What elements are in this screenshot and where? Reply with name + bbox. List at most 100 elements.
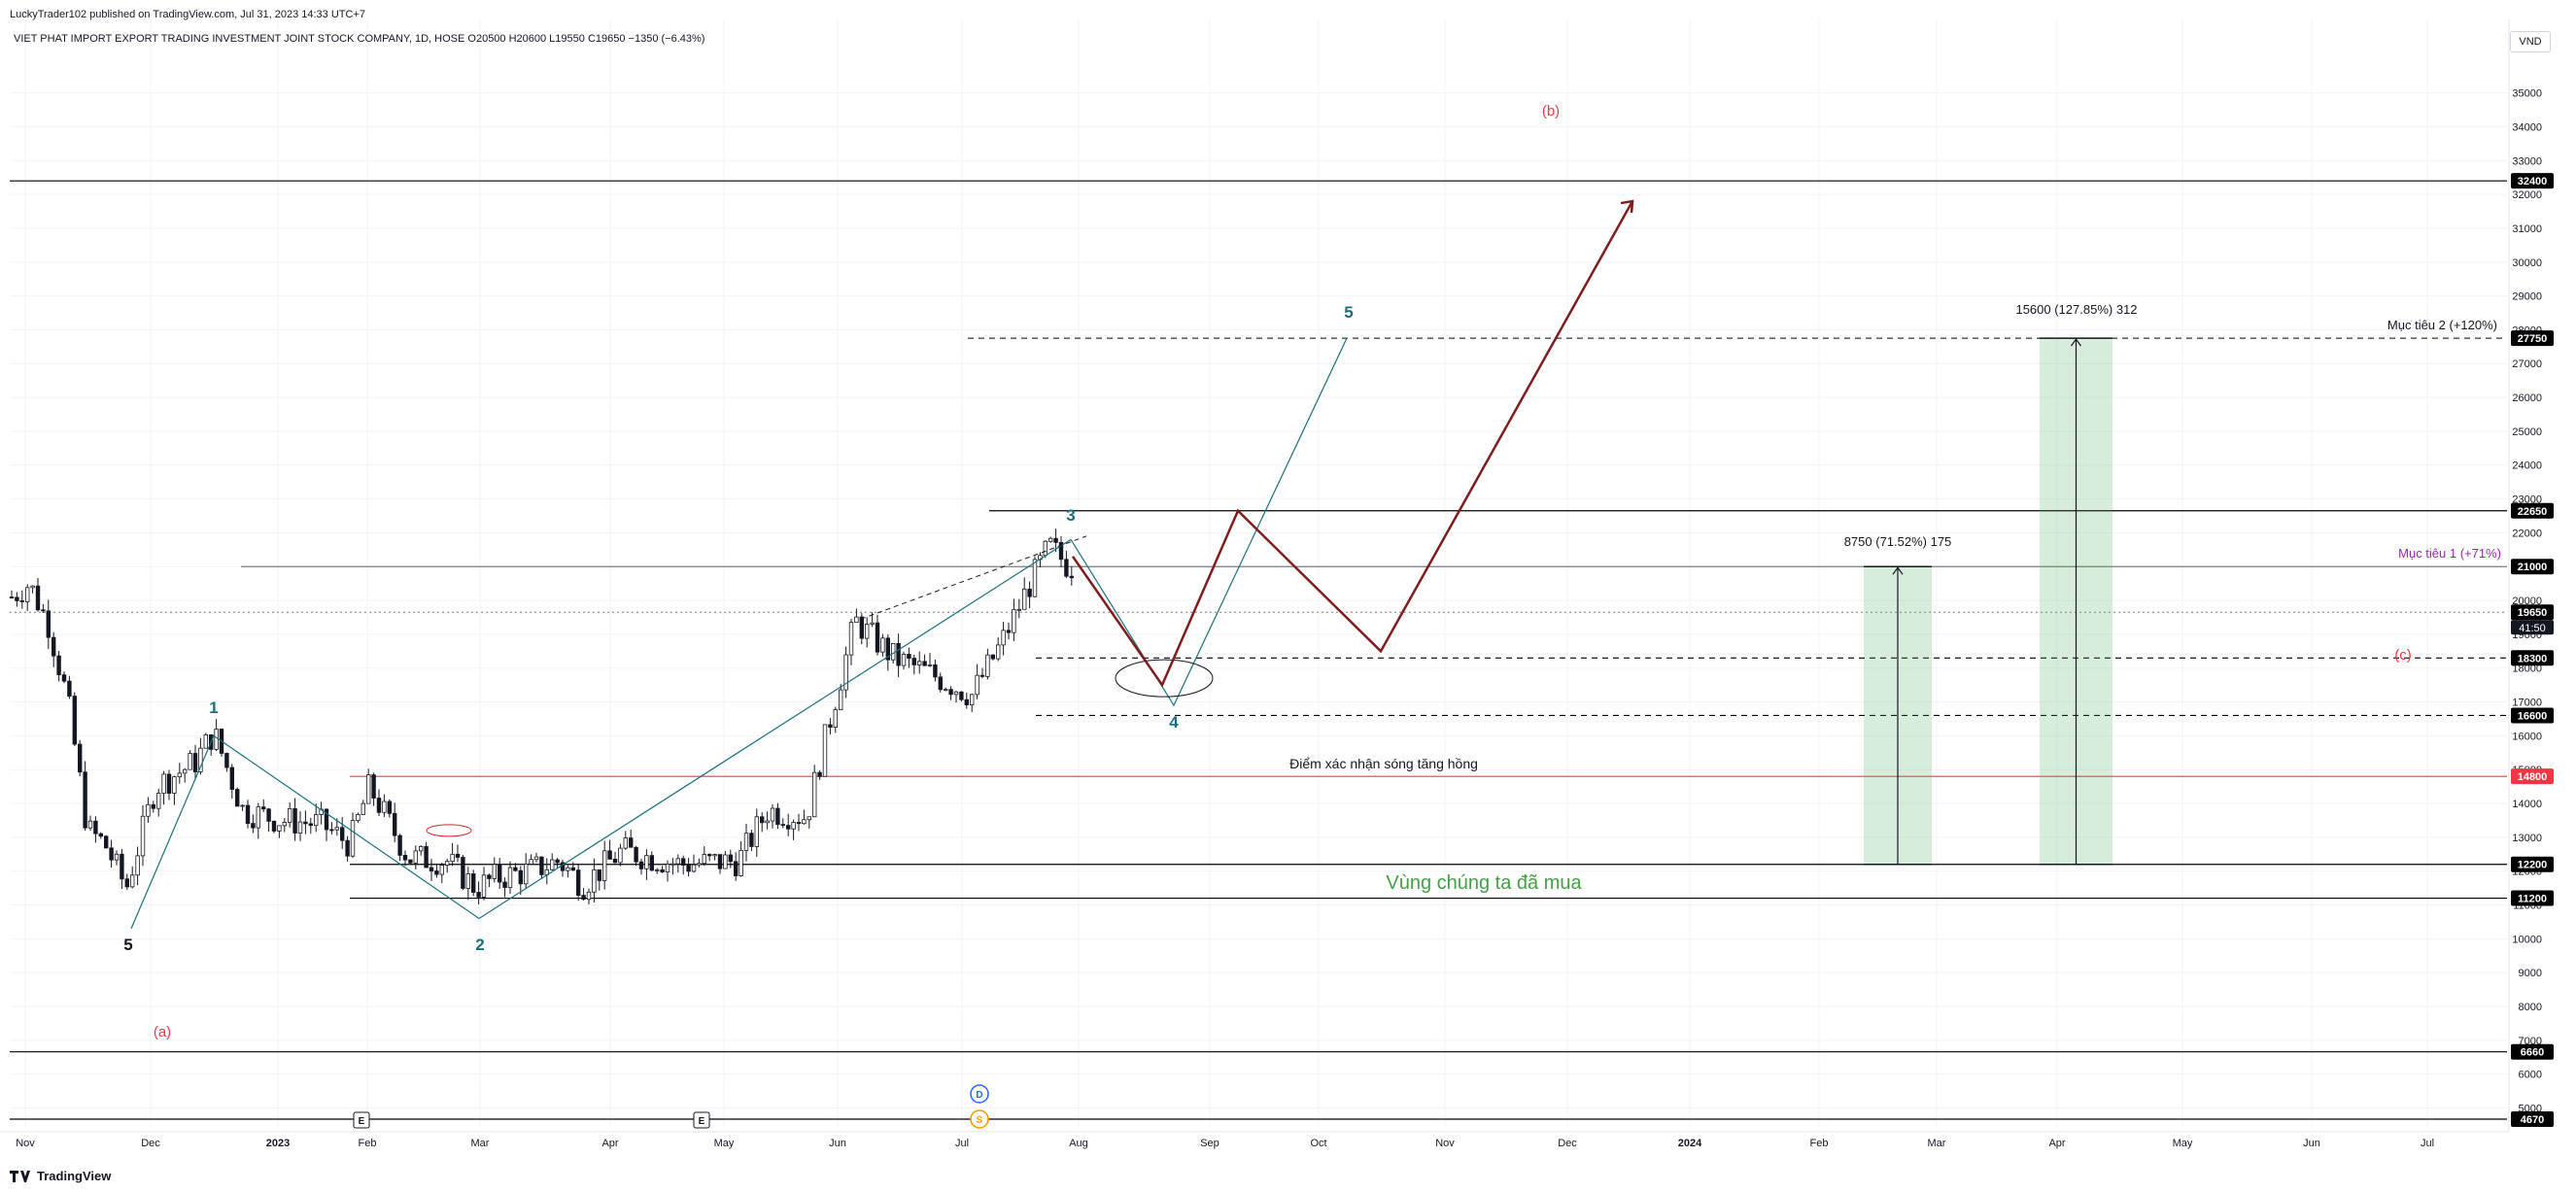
time-tick-label: Dec [141,1138,160,1149]
price-axis: 5000600070008000900010000110001200013000… [2508,19,2554,1132]
countdown-bg [2511,620,2554,635]
time-axis: Nov Dec 2023 Feb Mar Apr May Jun Jul Aug Sep Oct Nov… [0,1131,2509,1149]
candle-body [607,850,612,860]
candle-body [177,772,182,778]
candle-body [655,868,660,871]
candle-body [743,833,749,851]
candle-body [408,859,413,864]
candle-body [880,637,885,653]
candle-body [833,709,838,728]
wave-4-ellipse [1115,659,1214,698]
candle-body [444,861,450,867]
candle-body [93,820,98,834]
candle-body [229,766,234,790]
candle-body [214,729,219,750]
price-label-16600: 16600 [2518,710,2548,722]
measure-arrow-head [1892,566,1904,575]
candle-body [434,870,439,875]
time-tick-label: May [2173,1138,2193,1149]
time-tick-label: Jun [829,1138,846,1149]
candle-body [161,773,166,794]
wave-label: 3 [1066,506,1075,525]
candle-body [638,861,644,869]
candle-body [256,806,260,829]
candle-body [828,724,833,728]
price-tick-label: 34000 [2512,121,2542,133]
candle-body [623,837,628,849]
price-tick-label: 29000 [2512,291,2542,303]
buy-zone-label: Vùng chúng ta đã mua [1386,872,1582,894]
price-label-bg [2511,1043,2554,1060]
candle-body [324,808,329,831]
candle-body [1016,608,1021,611]
dividend-marker [970,1084,989,1104]
candle-body [975,674,979,696]
price-tick-label: 17000 [2512,698,2542,709]
candle-body [780,824,785,827]
candle-body [870,622,875,625]
price-tick-label: 14000 [2512,799,2542,810]
candle-body [507,867,513,888]
candle-body [848,622,854,656]
candle-body [796,822,802,825]
candle-body [602,850,607,881]
candle-body [807,816,811,821]
candle-body [970,694,975,705]
candle-body [634,846,638,863]
candle-body [455,853,461,858]
candle-body [120,853,124,880]
candle-body [67,680,72,697]
candle-body [948,689,953,696]
candle-body [691,864,697,872]
target-2-label: Mục tiêu 2 (+120%) [2387,318,2497,332]
candle-body [188,753,192,770]
price-label-12200: 12200 [2518,860,2548,871]
candle-body [817,771,822,777]
price-tick-label: 6000 [2519,1070,2542,1081]
wave-label: (b) [1542,103,1560,119]
wave-label: (a) [154,1024,171,1040]
candle-body [350,820,356,857]
candle-body [303,821,308,825]
candle-body [1001,630,1006,646]
candle-body [382,800,387,813]
wave-label: 1 [209,698,218,717]
currency-button[interactable]: VND [2510,31,2551,52]
price-label-21000: 21000 [2518,562,2548,573]
candle-body [308,823,313,827]
candle-body [1043,540,1048,557]
candle-body [1069,575,1074,579]
candle-body [734,861,738,876]
candle-body [885,637,890,661]
candle-body [129,874,135,888]
candle-body [979,674,985,677]
candle-body [775,807,780,826]
price-tick-label: 33000 [2512,155,2542,167]
candle-body [124,878,129,888]
candle-body [791,822,796,830]
candle-body [277,825,282,832]
candle-body [72,696,77,745]
candle-body [760,816,765,824]
candle-body [524,864,529,885]
candle-body [365,774,371,804]
candle-body [749,833,754,847]
candle-body [345,839,350,857]
candle-body [182,768,188,774]
event-marker-text: D [976,1090,982,1101]
candle-body [644,855,649,869]
event-marker-text: E [699,1116,705,1127]
candle-body [334,827,339,831]
price-tick-label: 13000 [2512,833,2542,844]
candle-body [234,789,240,807]
wave-line-1-3 [130,538,1072,930]
price-tick-label: 23000 [2512,494,2542,506]
price-label-bg [2511,330,2554,347]
target-1-label: Mục tiêu 1 (+71%) [2398,546,2501,561]
candle-body [15,596,19,601]
candle-body [287,808,292,823]
price-label-bg [2511,173,2554,189]
candle-body [649,855,654,871]
candle-body [313,814,319,827]
